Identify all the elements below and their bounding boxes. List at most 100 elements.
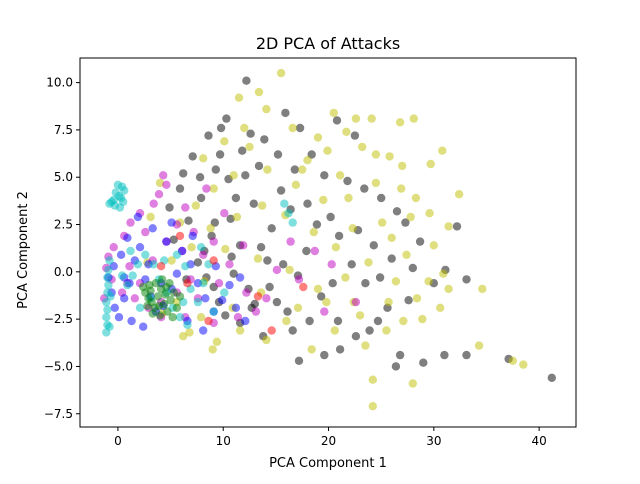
scatter-point bbox=[105, 322, 114, 331]
scatter-point bbox=[234, 93, 244, 102]
scatter-point bbox=[214, 279, 224, 288]
scatter-point bbox=[103, 305, 112, 314]
scatter-point bbox=[146, 212, 155, 222]
scatter-point bbox=[378, 218, 387, 227]
scatter-point bbox=[162, 282, 171, 292]
scatter-point bbox=[411, 193, 421, 203]
scatter-point bbox=[165, 203, 174, 212]
scatter-point bbox=[392, 207, 402, 216]
scatter-point bbox=[320, 307, 329, 316]
scatter-point bbox=[369, 241, 378, 250]
scatter-point bbox=[320, 350, 329, 360]
scatter-point bbox=[272, 265, 282, 275]
scatter-point bbox=[367, 114, 376, 123]
x-tick-label: 10 bbox=[216, 434, 231, 448]
scatter-point bbox=[335, 171, 345, 180]
scatter-point bbox=[358, 142, 367, 152]
scatter-point bbox=[279, 260, 288, 269]
scatter-point bbox=[290, 165, 299, 174]
scatter-point bbox=[167, 218, 176, 227]
scatter-point bbox=[123, 280, 132, 290]
scatter-point bbox=[391, 362, 401, 371]
y-tick-label: −7.5 bbox=[44, 407, 73, 421]
scatter-point bbox=[218, 296, 227, 305]
scatter-point bbox=[547, 373, 556, 382]
scatter-point bbox=[154, 301, 164, 311]
scatter-point bbox=[327, 260, 336, 269]
x-tick-label: 20 bbox=[321, 434, 336, 448]
scatter-point bbox=[347, 260, 356, 269]
scatter-point bbox=[425, 209, 434, 218]
scatter-point bbox=[220, 209, 229, 218]
scatter-point bbox=[191, 201, 200, 210]
scatter-point bbox=[298, 165, 307, 174]
scatter-point bbox=[235, 273, 245, 282]
scatter-point bbox=[368, 375, 377, 384]
scatter-point bbox=[402, 250, 411, 259]
scatter-point bbox=[344, 193, 353, 203]
y-axis-label: PCA Component 2 bbox=[16, 191, 31, 309]
scatter-point bbox=[116, 250, 126, 259]
scatter-point bbox=[238, 146, 247, 155]
scatter-point bbox=[341, 273, 350, 282]
scatter-point bbox=[123, 233, 132, 242]
scatter-point bbox=[326, 212, 335, 222]
scatter-point bbox=[360, 184, 369, 193]
scatter-point bbox=[285, 265, 294, 275]
scatter-point bbox=[478, 284, 487, 294]
scatter-point bbox=[263, 256, 272, 265]
scatter-point bbox=[401, 218, 410, 227]
scatter-point bbox=[188, 231, 197, 241]
scatter-point bbox=[209, 184, 218, 193]
scatter-point bbox=[519, 360, 528, 369]
scatter-point bbox=[128, 271, 137, 280]
scatter-point bbox=[371, 178, 381, 188]
scatter-point bbox=[334, 231, 344, 241]
scatter-point bbox=[335, 345, 345, 354]
scatter-point bbox=[193, 258, 203, 267]
scatter-point bbox=[227, 252, 236, 261]
scatter-point bbox=[253, 292, 263, 301]
scatter-point bbox=[222, 114, 231, 123]
scatter-point bbox=[249, 199, 258, 208]
scatter-point bbox=[328, 279, 337, 288]
scatter-point bbox=[141, 250, 150, 259]
scatter-point bbox=[351, 332, 361, 341]
scatter-point bbox=[333, 316, 343, 326]
scatter-point bbox=[281, 108, 290, 118]
scatter-point bbox=[220, 288, 229, 297]
scatter-point bbox=[288, 123, 297, 133]
scatter-point bbox=[444, 284, 453, 294]
scatter-point bbox=[130, 294, 139, 303]
scatter-point bbox=[303, 199, 312, 208]
scatter-point bbox=[368, 402, 377, 411]
scatter-point bbox=[438, 146, 447, 155]
scatter-point bbox=[188, 152, 197, 161]
axis-ticks: 0 10 20 30 40 −7.5 −5.0 −2.5 0.0 2.5 5.0 7.5 10.0 bbox=[44, 76, 547, 448]
scatter-point bbox=[246, 129, 255, 138]
scatter-point bbox=[330, 326, 339, 335]
scatter-point bbox=[175, 184, 185, 193]
scatter-point bbox=[193, 297, 203, 307]
scatter-point bbox=[141, 227, 150, 237]
scatter-point bbox=[209, 307, 218, 316]
scatter-point bbox=[424, 277, 433, 286]
scatter-point bbox=[215, 150, 225, 159]
scatter-point bbox=[408, 263, 417, 273]
scatter-point bbox=[183, 279, 192, 288]
scatter-point bbox=[202, 184, 211, 193]
scatter-point bbox=[199, 250, 208, 259]
scatter-point bbox=[221, 244, 230, 254]
scatter-point bbox=[146, 286, 155, 295]
scatter-point bbox=[395, 118, 405, 127]
scatter-point bbox=[351, 114, 361, 123]
scatter-point bbox=[415, 237, 425, 246]
scatter-point bbox=[106, 292, 115, 301]
scatter-point bbox=[195, 173, 205, 182]
scatter-point bbox=[241, 171, 250, 180]
scatter-point bbox=[154, 190, 164, 199]
scatter-point bbox=[139, 282, 148, 292]
x-tick-label: 40 bbox=[532, 434, 547, 448]
scatter-point bbox=[295, 123, 305, 133]
